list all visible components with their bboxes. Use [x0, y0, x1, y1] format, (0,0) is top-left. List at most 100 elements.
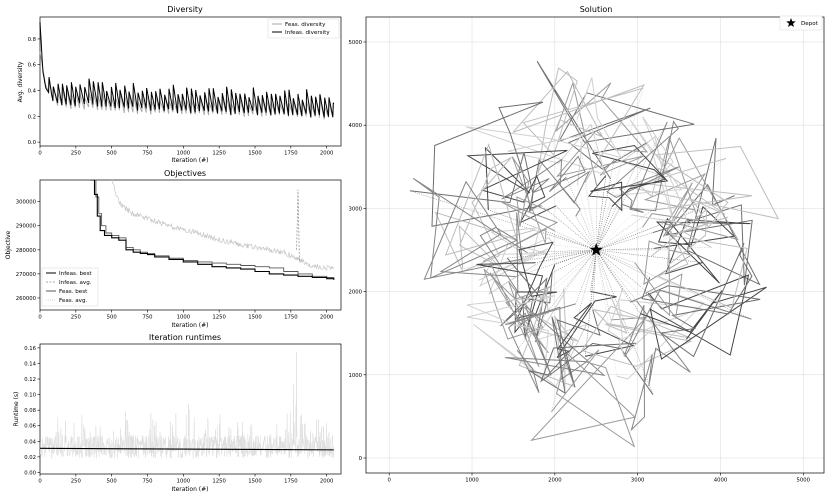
- feas-diversity-line: [39, 51, 335, 120]
- depot-link: [553, 244, 597, 251]
- diversity-x-label: Iteration (#): [171, 157, 208, 164]
- x-tick-label: 1500: [248, 151, 262, 157]
- depot-link: [555, 205, 597, 251]
- infeas-avg-line: [296, 189, 300, 262]
- infeas-best-line: [90, 180, 335, 280]
- objectives-title: Objectives: [164, 169, 206, 178]
- depot-link: [596, 249, 654, 395]
- x-tick-label: 1750: [284, 315, 298, 321]
- y-tick-label: 2000: [349, 290, 363, 296]
- runtimes-panel: Iteration runtimes 0.000.020.040.060.080…: [13, 333, 342, 493]
- route-line: [482, 156, 559, 262]
- route-line: [483, 265, 552, 368]
- route-line: [465, 77, 623, 186]
- depot-link: [548, 210, 597, 251]
- route-line: [652, 137, 761, 286]
- x-tick-label: 2000: [320, 479, 334, 485]
- y-tick-label: 3000: [349, 206, 363, 212]
- objectives-y-ticks: 260000 270000 280000 290000 300000: [16, 200, 40, 302]
- runtimes-x-ticks: 0 250 500 750 1000 1250 1500 1750 2000: [38, 474, 334, 485]
- x-tick-label: 1000: [177, 479, 191, 485]
- x-tick-label: 1250: [212, 315, 226, 321]
- route-line: [580, 294, 693, 367]
- depot-link: [596, 88, 644, 251]
- y-tick-label: 0.6: [28, 63, 37, 69]
- diversity-x-ticks: 0 250 500 750 1000 1250 1500 1750 2000: [38, 146, 334, 157]
- x-tick-label: 1500: [248, 315, 262, 321]
- diversity-panel: Diversity 0.0 0.2 0.4 0.6 0.8 0 250 500 750 1000…: [17, 5, 342, 164]
- y-tick-label: 0.14: [24, 361, 36, 367]
- depot-marker: [589, 242, 603, 256]
- depot-link: [554, 230, 597, 251]
- y-tick-label: 5000: [349, 40, 363, 46]
- diversity-series: [39, 22, 335, 120]
- depot-star-icon: [589, 242, 603, 256]
- legend-label-infeas-avg: Infeas. avg.: [59, 280, 92, 286]
- y-tick-label: 0.0: [28, 140, 37, 146]
- depot-link: [535, 229, 597, 251]
- y-tick-label: 0.12: [24, 377, 36, 383]
- route-line: [466, 146, 568, 224]
- depot-link: [596, 249, 641, 314]
- solution-panel: Solution 0 1000 2000 3000 4000 5000 0 1000 2000…: [349, 5, 825, 484]
- route-line: [630, 145, 780, 229]
- y-tick-label: 290000: [16, 224, 37, 230]
- y-tick-label: 0.00: [24, 470, 36, 476]
- objectives-panel: Objectives 260000 270000 280000 290000 30000…: [5, 169, 342, 329]
- depot-link: [595, 249, 612, 320]
- runtimes-y-label: Runtime (s): [13, 392, 20, 427]
- x-tick-label: 750: [142, 315, 153, 321]
- x-tick-label: 250: [71, 315, 82, 321]
- feas-avg-line: [111, 180, 334, 271]
- depot-link: [536, 249, 597, 265]
- x-tick-label: 750: [142, 151, 153, 157]
- route-line: [504, 303, 606, 394]
- route-line: [588, 144, 669, 212]
- solution-x-ticks: 0 1000 2000 3000 4000 5000: [388, 473, 811, 484]
- legend-label-infeas-diversity: Infeas. diversity: [285, 30, 330, 36]
- depot-link: [526, 249, 597, 253]
- legend-label-feas-diversity: Feas. diversity: [285, 22, 326, 28]
- y-tick-label: 300000: [16, 200, 37, 206]
- objectives-x-ticks: 0 250 500 750 1000 1250 1500 1750 2000: [38, 310, 334, 321]
- route-line: [642, 136, 739, 241]
- objectives-axes-frame: [39, 179, 342, 311]
- route-line: [512, 67, 645, 184]
- depot-link: [596, 249, 637, 302]
- y-tick-label: 0.08: [24, 408, 36, 414]
- y-tick-label: 1000: [349, 373, 363, 379]
- y-tick-label: 0.06: [24, 424, 36, 430]
- depot-link: [596, 249, 635, 263]
- route-line: [536, 60, 695, 180]
- x-tick-label: 2000: [320, 151, 334, 157]
- depot-link: [409, 190, 597, 251]
- objectives-series: [90, 180, 335, 280]
- depot-link: [576, 119, 597, 251]
- depot-link: [595, 187, 598, 250]
- depot-link: [584, 182, 597, 251]
- y-tick-label: 0.8: [28, 37, 37, 43]
- route-line: [606, 120, 680, 213]
- x-tick-label: 500: [107, 479, 118, 485]
- depot-link: [596, 249, 651, 258]
- runtimes-x-label: Iteration (#): [171, 486, 208, 493]
- legend-label-feas-best: Feas. best: [59, 289, 88, 295]
- feas-best-line: [91, 180, 335, 279]
- x-tick-label: 1000: [177, 151, 191, 157]
- x-tick-label: 1250: [212, 151, 226, 157]
- legend-label-feas-avg: Feas. avg.: [59, 298, 88, 304]
- depot-link: [563, 249, 597, 289]
- depot-link: [575, 249, 597, 305]
- x-tick-label: 5000: [797, 478, 811, 484]
- depot-link: [590, 249, 597, 292]
- depot-link: [595, 159, 615, 251]
- depot-link: [584, 249, 597, 357]
- depot-link: [507, 249, 597, 259]
- diversity-title: Diversity: [167, 5, 203, 14]
- x-tick-label: 250: [71, 479, 82, 485]
- runtimes-series: [39, 351, 335, 459]
- solution-grid: [366, 17, 824, 473]
- route-line: [630, 242, 761, 358]
- depot-link: [554, 249, 597, 265]
- diversity-axes-frame: [39, 16, 342, 147]
